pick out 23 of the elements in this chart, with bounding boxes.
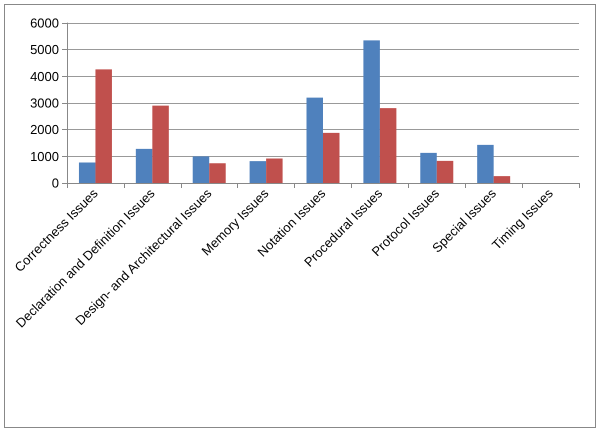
bar xyxy=(152,106,169,183)
bar xyxy=(192,156,210,183)
y-tick-label: 1000 xyxy=(30,148,59,164)
bar xyxy=(436,160,454,183)
bar xyxy=(136,148,152,183)
bar xyxy=(209,163,226,183)
bar xyxy=(95,69,112,183)
y-tick-label: 6000 xyxy=(30,16,59,30)
bar xyxy=(380,108,396,183)
bar xyxy=(494,176,510,183)
y-tick-label: 3000 xyxy=(30,96,59,110)
y-tick-label: 4000 xyxy=(30,68,59,84)
bar xyxy=(363,40,380,183)
y-tick-label: 0 xyxy=(52,176,59,190)
y-tick-label: 5000 xyxy=(30,42,59,58)
y-tick-label: 2000 xyxy=(30,122,59,138)
bar xyxy=(477,144,494,183)
bar xyxy=(323,132,340,183)
bar xyxy=(250,161,266,183)
bar xyxy=(266,158,283,183)
bar xyxy=(420,152,437,183)
bar xyxy=(78,162,96,183)
bar xyxy=(306,98,323,183)
